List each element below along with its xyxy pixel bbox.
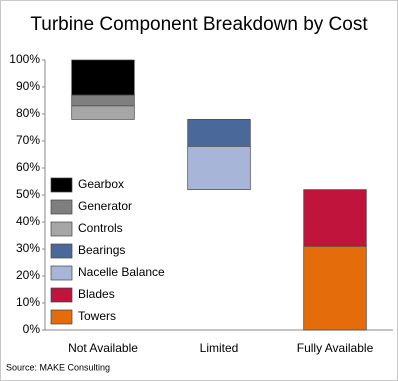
y-tick-label: 30% <box>16 241 40 255</box>
legend-label: Bearings <box>78 243 125 257</box>
legend-swatch <box>50 265 73 281</box>
chart-title: Turbine Component Breakdown by Cost <box>30 14 368 35</box>
y-tick-label: 70% <box>16 133 40 147</box>
y-tick-label: 20% <box>16 268 40 282</box>
x-tick-label: Limited <box>200 341 239 355</box>
y-tick-label: 40% <box>16 214 40 228</box>
bar-segment <box>187 146 251 190</box>
legend-label: Gearbox <box>78 177 124 191</box>
y-tick-label: 10% <box>16 295 40 309</box>
bar-segment <box>303 189 367 247</box>
y-tick-label: 80% <box>16 106 40 120</box>
y-tick-label: 50% <box>16 187 40 201</box>
legend-label: Controls <box>78 221 123 235</box>
legend-swatch <box>50 243 73 259</box>
bar-segment <box>303 245 367 331</box>
y-tick-label: 0% <box>23 322 41 336</box>
legend-swatch <box>50 309 73 325</box>
legend-label: Towers <box>78 309 116 323</box>
bar-segment <box>71 59 135 96</box>
y-tick-label: 100% <box>9 52 40 66</box>
legend-swatch <box>50 221 73 237</box>
legend-swatch <box>50 199 73 215</box>
y-tick-label: 60% <box>16 160 40 174</box>
x-tick-label: Fully Available <box>297 341 374 355</box>
legend-label: Generator <box>78 199 132 213</box>
bar-segment <box>71 105 135 120</box>
source-note: Source: MAKE Consulting <box>6 362 110 372</box>
bar-segment <box>187 119 251 147</box>
bar-segment <box>71 94 135 107</box>
legend-swatch <box>50 177 73 193</box>
legend-label: Nacelle Balance <box>78 265 165 279</box>
legend-label: Blades <box>78 287 115 301</box>
y-tick-label: 90% <box>16 79 40 93</box>
legend-swatch <box>50 287 73 303</box>
x-tick-label: Not Available <box>68 341 138 355</box>
